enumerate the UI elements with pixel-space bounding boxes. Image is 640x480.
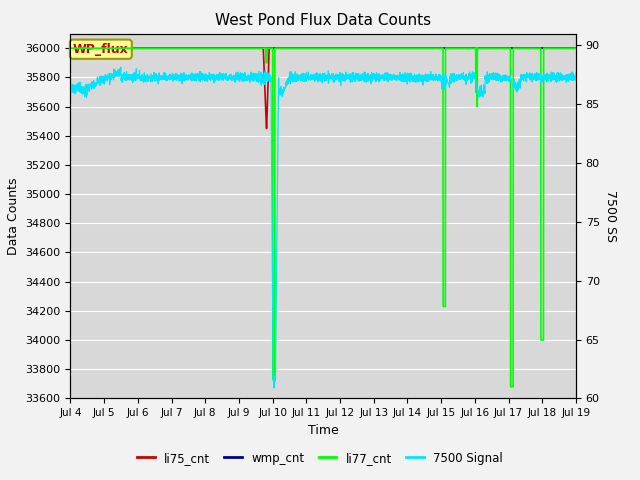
Y-axis label: 7500 SS: 7500 SS — [604, 190, 616, 242]
Y-axis label: Data Counts: Data Counts — [7, 177, 20, 255]
Title: West Pond Flux Data Counts: West Pond Flux Data Counts — [215, 13, 431, 28]
Text: WP_flux: WP_flux — [73, 43, 129, 56]
X-axis label: Time: Time — [308, 424, 339, 437]
Legend: li75_cnt, wmp_cnt, li77_cnt, 7500 Signal: li75_cnt, wmp_cnt, li77_cnt, 7500 Signal — [132, 447, 508, 469]
